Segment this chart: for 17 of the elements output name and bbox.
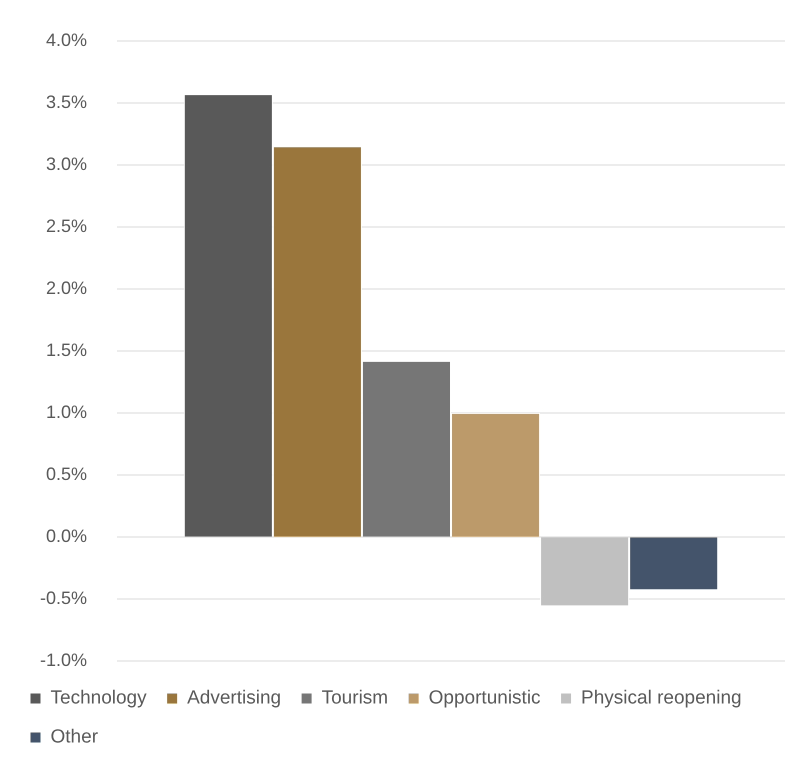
legend-label: Other (50, 726, 99, 748)
y-tick-label: 3.0% (46, 154, 88, 174)
legend-label: Physical reopening (581, 688, 742, 709)
y-tick-label: 1.5% (46, 340, 88, 360)
y-tick-label: -1.0% (40, 650, 88, 670)
y-tick-label: 3.5% (46, 92, 88, 112)
y-tick-label: -0.5% (40, 588, 88, 608)
legend-label: Tourism (322, 688, 388, 709)
y-tick-label: 1.0% (46, 402, 88, 422)
y-tick-label: 2.5% (46, 216, 88, 236)
legend-label: Opportunistic (428, 688, 541, 709)
legend-label: Advertising (187, 688, 282, 709)
legend-label: Technology (50, 688, 148, 709)
y-tick-label: 4.0% (46, 30, 88, 50)
y-tick-label: 0.5% (46, 464, 88, 484)
y-tick-label: 0.0% (46, 526, 88, 546)
y-tick-label: 2.0% (46, 278, 88, 298)
